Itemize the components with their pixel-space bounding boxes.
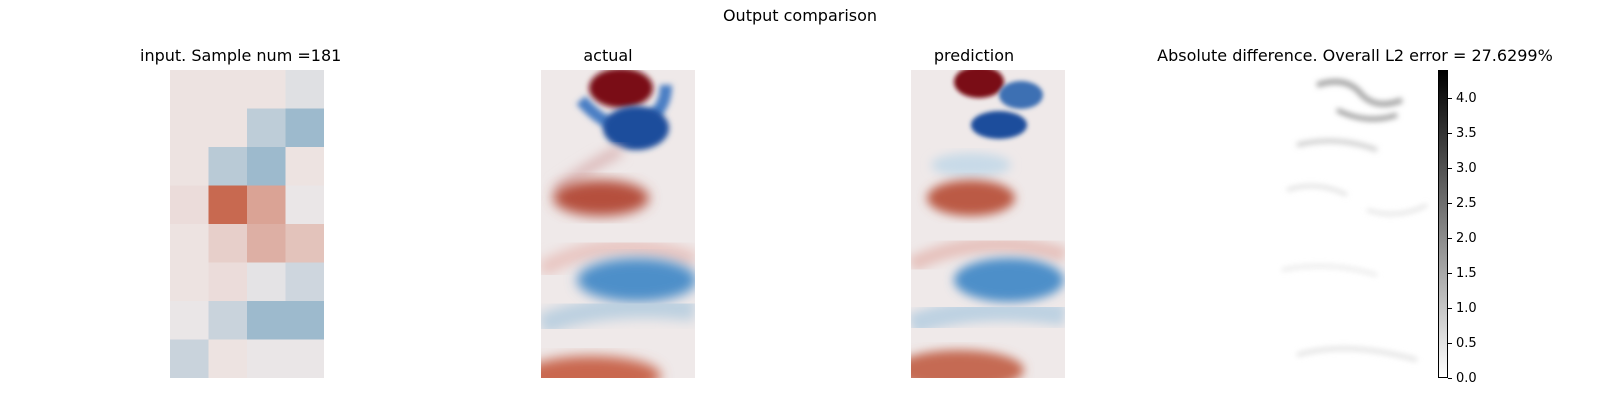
colorbar-tick-label: 3.5 <box>1456 125 1477 141</box>
colorbar-tick-mark <box>1448 132 1452 134</box>
abs-diff-streak-4 <box>1286 184 1348 197</box>
prediction-red-vortex-mid <box>927 180 1015 216</box>
input-cell-r7-c3 <box>285 339 324 378</box>
input-heatmap-svg <box>170 70 324 378</box>
figure-suptitle: Output comparison <box>722 6 878 25</box>
colorbar-tick-mark <box>1448 97 1452 99</box>
prediction-red-vortex-top <box>954 70 1004 98</box>
colorbar-tick-mark <box>1448 167 1452 169</box>
colorbar-tick-label: 1.5 <box>1456 265 1477 281</box>
prediction-blue-haze <box>931 153 1011 177</box>
colorbar-tick-mark <box>1448 307 1452 309</box>
colorbar-tick-label: 3.0 <box>1456 160 1477 176</box>
colorbar-tick-label: 2.5 <box>1456 195 1477 211</box>
colorbar-tick-mark <box>1448 377 1452 379</box>
input-cell-r6-c1 <box>208 301 248 340</box>
input-cell-r4-c1 <box>208 224 248 263</box>
input-cell-r5-c1 <box>208 262 248 302</box>
actual-red-vortex-mid <box>553 180 649 216</box>
abs-diff-streak-1 <box>1316 79 1403 107</box>
colorbar-tick-label: 1.0 <box>1456 300 1477 316</box>
panel-title-abs-diff: Absolute difference. Overall L2 error = … <box>1157 46 1553 65</box>
colorbar-tick-mark <box>1448 237 1452 239</box>
input-cell-r7-c0 <box>170 339 209 378</box>
input-heatmap <box>170 70 324 378</box>
actual-red-band <box>541 239 695 277</box>
input-cell-r2-c2 <box>247 147 286 186</box>
input-cell-r3-c0 <box>170 185 209 225</box>
prediction-heatmap <box>911 70 1065 378</box>
colorbar-tick-label: 0.0 <box>1456 370 1477 386</box>
prediction-red-vortex-bottom <box>911 350 1024 378</box>
abs-diff-heatmap-svg <box>1277 70 1431 378</box>
panel-title-input: input. Sample num =181 <box>140 46 342 65</box>
input-cell-r4-c2 <box>247 224 286 263</box>
colorbar-tick-label: 0.5 <box>1456 335 1477 351</box>
actual-heatmap-svg <box>541 70 695 378</box>
actual-blue-band <box>541 296 695 336</box>
input-cell-r0-c2 <box>247 70 286 109</box>
input-cell-r2-c1 <box>208 147 248 186</box>
colorbar-tick-mark <box>1448 272 1452 274</box>
input-cell-r4-c3 <box>285 224 324 263</box>
abs-diff-streak-2 <box>1336 108 1398 121</box>
input-cell-r6-c3 <box>285 301 324 340</box>
actual-heatmap <box>541 70 695 378</box>
colorbar <box>1438 70 1448 378</box>
input-cell-r7-c1 <box>208 339 248 378</box>
actual-red-vortex-bottom <box>541 356 661 378</box>
input-cell-r0-c1 <box>208 70 248 109</box>
input-cell-r3-c2 <box>247 185 286 225</box>
input-cell-r6-c0 <box>170 301 209 340</box>
abs-diff-background <box>1277 70 1431 378</box>
abs-diff-streak-7 <box>1296 346 1418 362</box>
input-cell-r4-c0 <box>170 224 209 263</box>
prediction-blue-band <box>911 299 1065 336</box>
input-cell-r6-c2 <box>247 301 286 340</box>
abs-diff-streak-6 <box>1281 264 1378 277</box>
colorbar-tick-mark <box>1448 202 1452 204</box>
input-cell-r1-c3 <box>285 108 324 148</box>
input-cell-r5-c2 <box>247 262 286 302</box>
actual-red-tail <box>553 145 624 195</box>
input-cell-r3-c1 <box>208 185 248 225</box>
input-cell-r1-c2 <box>247 108 286 148</box>
abs-diff-heatmap <box>1277 70 1431 378</box>
input-cell-r5-c3 <box>285 262 324 302</box>
input-cell-r3-c3 <box>285 185 324 225</box>
prediction-blue-blob-top <box>999 81 1043 109</box>
prediction-heatmap-svg <box>911 70 1065 378</box>
colorbar-tick-label: 4.0 <box>1456 90 1477 106</box>
colorbar-tick-mark <box>1448 342 1452 344</box>
colorbar-tick-label: 2.0 <box>1456 230 1477 246</box>
input-cell-r0-c0 <box>170 70 209 109</box>
abs-diff-streak-3 <box>1296 139 1378 152</box>
input-cell-r1-c1 <box>208 108 248 148</box>
prediction-blue-vortex-low <box>954 258 1064 302</box>
input-cell-r5-c0 <box>170 262 209 302</box>
input-cell-r1-c0 <box>170 108 209 148</box>
input-cell-r2-c0 <box>170 147 209 186</box>
input-cell-r7-c2 <box>247 339 286 378</box>
input-cell-r0-c3 <box>285 70 324 109</box>
prediction-blue-vortex-top <box>971 111 1027 139</box>
input-cell-r2-c3 <box>285 147 324 186</box>
actual-red-vortex-top <box>589 70 653 108</box>
actual-blue-vortex-top <box>603 106 669 150</box>
actual-blue-vortex-low <box>577 258 695 302</box>
panel-title-prediction: prediction <box>933 46 1015 65</box>
prediction-red-band <box>911 236 1065 273</box>
panel-title-actual: actual <box>583 46 633 65</box>
abs-diff-streak-5 <box>1366 203 1428 216</box>
